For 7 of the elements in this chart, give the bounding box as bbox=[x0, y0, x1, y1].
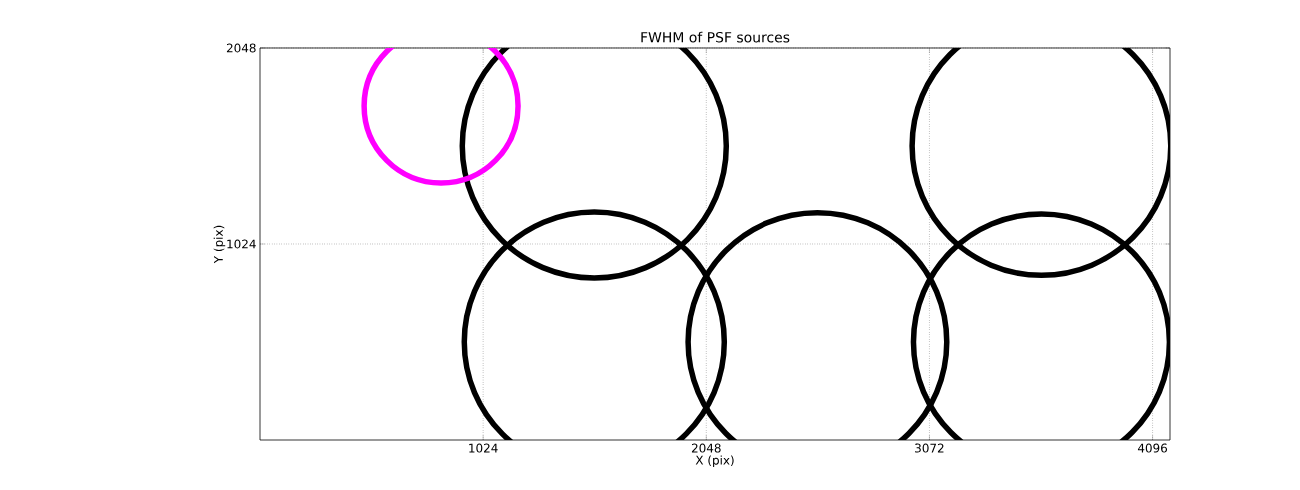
x-axis-title: X (pix) bbox=[695, 455, 734, 467]
x-tick-label: 1024 bbox=[469, 443, 498, 453]
chart-title: FWHM of PSF sources bbox=[641, 31, 790, 43]
x-tick-label: 2048 bbox=[691, 443, 721, 453]
x-tick-label: 4096 bbox=[1137, 443, 1168, 453]
x-tick-label: 3072 bbox=[915, 443, 944, 453]
y-axis-title: Y (pix) bbox=[213, 225, 226, 264]
